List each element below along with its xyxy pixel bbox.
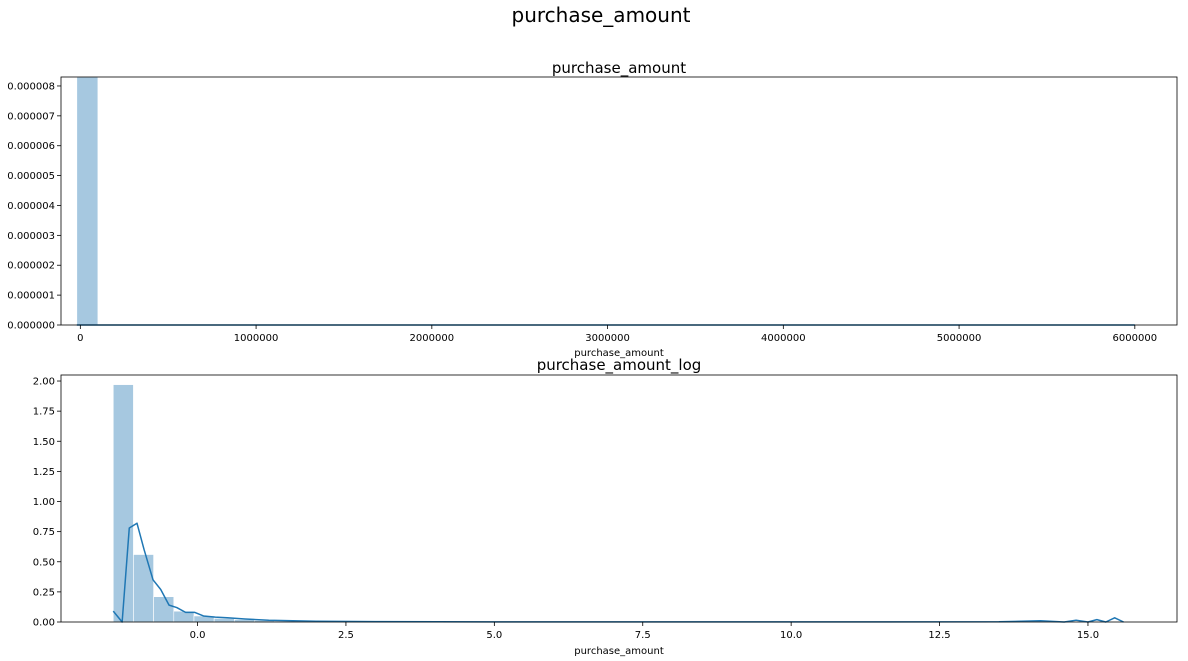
y-tick-label: 0.000003 [7,231,55,242]
y-tick-label: 0.000005 [7,171,55,182]
x-tick-label: 4000000 [761,333,806,344]
x-tick-label: 2.5 [338,630,354,641]
y-tick-label: 0.000000 [7,321,55,332]
y-tick-label: 1.00 [33,497,55,508]
chart-title-purchase-amount-log: purchase_amount_log [537,356,702,375]
x-tick-label: 10.0 [780,630,802,641]
x-tick-label: 3000000 [585,333,630,344]
y-tick-label: 0.00 [33,618,55,629]
x-axis-label-purchase-amount-log: purchase_amount [574,646,664,657]
histogram-bar-1 [133,555,153,622]
chart-title-purchase-amount: purchase_amount [552,59,686,78]
y-tick-label: 0.000001 [7,291,55,302]
x-tick-label: 15.0 [1077,630,1099,641]
histogram-bar-0 [113,385,133,622]
y-tick-label: 0.50 [33,557,55,568]
y-tick-label: 1.75 [33,407,55,418]
x-tick-label: 12.5 [928,630,950,641]
y-tick-label: 0.000002 [7,261,55,272]
x-tick-label: 5000000 [937,333,982,344]
y-tick-label: 2.00 [33,377,55,388]
y-tick-label: 1.25 [33,467,55,478]
y-tick-label: 0.000007 [7,111,55,122]
histogram-bar-2 [154,597,174,622]
y-tick-label: 0.000006 [7,141,55,152]
y-tick-label: 0.000008 [7,81,55,92]
x-tick-label: 2000000 [410,333,455,344]
histogram-bar-5 [214,618,234,622]
y-tick-label: 0.25 [33,587,55,598]
x-tick-label: 7.5 [635,630,651,641]
y-tick-label: 0.75 [33,527,55,538]
x-tick-label: 0 [77,333,83,344]
x-tick-label: 5.0 [486,630,502,641]
y-tick-label: 0.000004 [7,201,55,212]
histogram-bar-0 [77,77,98,325]
y-tick-label: 1.50 [33,437,55,448]
figure-suptitle: purchase_amount [512,3,691,27]
x-tick-label: 1000000 [234,333,279,344]
x-tick-label: 0.0 [190,630,206,641]
x-tick-label: 6000000 [1113,333,1158,344]
